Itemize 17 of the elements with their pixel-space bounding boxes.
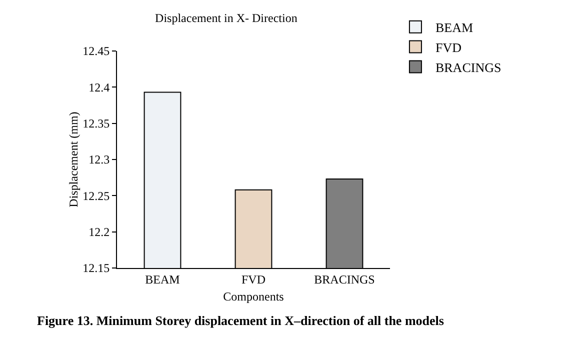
caption: Figure 13. Minimum Storey displacement in X–direction of all the models [37,313,444,328]
y-axis-title: Displacement (mm) [66,112,81,208]
y-tick-label: 12.4 [88,80,110,94]
chart-title: Displacement in X- Direction [155,11,298,25]
y-tick-label: 12.45 [82,44,110,58]
y-tick-label: 12.3 [88,152,110,167]
y-tick-label: 12.2 [88,225,110,240]
x-tick-label: FVD [241,272,266,286]
x-tick-label: BEAM [145,272,180,286]
y-tick-label: 12.25 [82,188,110,203]
x-axis-title: Components [223,289,284,304]
legend-label: BEAM [435,20,474,35]
y-tick-label: 12.35 [82,116,110,131]
x-tick-label: BRACINGS [314,272,375,286]
legend-label: FVD [435,40,462,55]
y-tick-label: 12.15 [82,261,110,276]
legend-label: BRACINGS [435,60,502,75]
